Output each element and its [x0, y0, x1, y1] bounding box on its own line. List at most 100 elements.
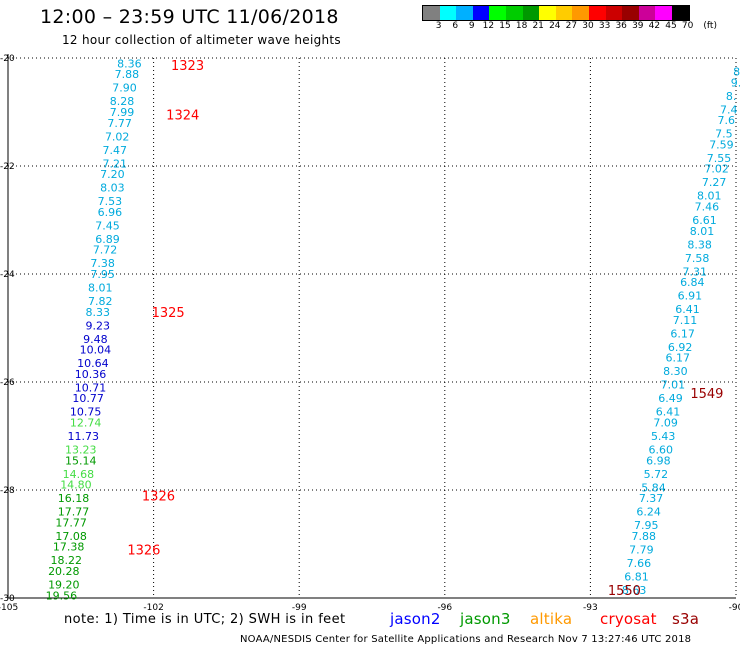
- swh-data-label: 6.17: [666, 352, 691, 365]
- legend-tick-label: 9: [468, 21, 475, 31]
- swh-data-label: 7.02: [704, 163, 729, 176]
- swh-data-label: 13.23: [65, 444, 97, 457]
- satellite-legend-jason3: jason3: [460, 610, 511, 628]
- swh-data-label: 10.77: [72, 392, 104, 405]
- legend-swatch: [522, 6, 540, 20]
- swh-data-label: 8.01: [697, 190, 722, 203]
- swh-data-label: 14.68: [63, 468, 95, 481]
- swh-data-label: 8.: [726, 90, 737, 103]
- satellite-legend-s3a: s3a: [672, 610, 700, 628]
- swh-data-label: 8.01: [88, 282, 113, 295]
- legend-swatch: [539, 6, 556, 20]
- swh-data-label: 8.: [733, 66, 740, 79]
- swh-data-label: 7.27: [702, 176, 727, 189]
- swh-data-label: 16.18: [58, 492, 90, 505]
- legend-tick-label: 45: [665, 21, 677, 31]
- swh-data-label: 6.41: [675, 303, 700, 316]
- legend-tick-label: 3: [435, 21, 442, 31]
- legend-swatch: [605, 6, 623, 20]
- swh-data-label: 7.02: [105, 130, 130, 143]
- page-subtitle: 12 hour collection of altimeter wave hei…: [62, 33, 341, 47]
- swh-data-label: 7.66: [627, 557, 652, 570]
- swh-data-label: 6.41: [656, 406, 681, 419]
- swh-data-label: 9.23: [86, 319, 111, 332]
- swh-data-label: 6.17: [670, 327, 695, 340]
- y-tick-label: -22: [0, 162, 15, 172]
- swh-data-label: 20.28: [48, 565, 80, 578]
- legend-tick-label: 30: [582, 21, 594, 31]
- footer-note: note: 1) Time is in UTC; 2) SWH is in fe…: [64, 612, 346, 627]
- swh-data-label: 7.37: [639, 492, 664, 505]
- swh-data-label: 8.01: [690, 225, 715, 238]
- legend-tick-label: 33: [598, 21, 611, 31]
- legend-swatch: [489, 6, 506, 20]
- swh-data-label: 6.92: [668, 341, 693, 354]
- legend-tick-label: 70: [681, 21, 694, 31]
- swh-data-label: 7.53: [98, 195, 123, 208]
- pass-number-label: 1326: [142, 489, 175, 504]
- satellite-legend-altika: altika: [530, 610, 573, 628]
- swh-data-label: 19.20: [48, 579, 80, 592]
- swh-data-label: 7.88: [115, 68, 140, 81]
- swh-data-label: 6.49: [658, 392, 683, 405]
- swh-data-label: 14.80: [60, 479, 92, 492]
- pass-number-label: 1323: [171, 59, 204, 74]
- legend-tick-label: (ft): [703, 21, 717, 31]
- swh-data-label: 17.08: [55, 530, 87, 543]
- swh-data-label: 7.88: [632, 530, 657, 543]
- x-tick-label: -90: [729, 603, 740, 613]
- swh-data-label: 10.71: [75, 381, 107, 394]
- color-scale-ticks: 3 6 9 12 15 18 21 24 27 30 33 36 39 42 45 70 (ft): [422, 21, 740, 35]
- legend-tick-label: 36: [615, 21, 627, 31]
- page-title: 12:00 – 23:59 UTC 11/06/2018: [40, 6, 339, 28]
- swh-data-label: 7.99: [110, 106, 135, 119]
- y-tick-label: -30: [0, 594, 15, 604]
- swh-data-label: 7.20: [100, 168, 125, 181]
- swh-data-label: 8.38: [687, 238, 712, 251]
- legend-swatch: [572, 6, 589, 20]
- swh-data-label: 6.91: [678, 290, 703, 303]
- legend-tick-label: 39: [632, 21, 644, 31]
- swh-data-label: 7.90: [112, 82, 137, 95]
- swh-data-label: 9.: [731, 76, 740, 89]
- swh-data-label: 7.11: [673, 314, 698, 327]
- swh-data-label: 7.58: [685, 252, 710, 265]
- swh-data-label: 19.56: [46, 589, 78, 602]
- legend-tick-label: 42: [648, 21, 661, 31]
- satellite-legend-cryosat: cryosat: [600, 610, 657, 628]
- swh-data-label: 6.98: [646, 454, 671, 467]
- pass-number-label: 1550: [608, 584, 641, 599]
- swh-data-label: 8.63: [622, 584, 647, 597]
- swh-data-label: 11.73: [67, 430, 99, 443]
- swh-data-label: 6.61: [692, 214, 717, 227]
- swh-data-label: 6.84: [680, 276, 705, 289]
- x-tick-label: -99: [292, 603, 307, 613]
- swh-data-label: 8.28: [110, 95, 135, 108]
- legend-swatch: [505, 6, 523, 20]
- legend-tick-label: 27: [565, 21, 578, 31]
- swh-data-label: 7.6: [718, 114, 736, 127]
- legend-swatch: [588, 6, 606, 20]
- swh-data-label: 7.82: [88, 295, 113, 308]
- swh-data-label: 10.64: [77, 357, 109, 370]
- swh-data-label: 7.95: [90, 268, 115, 281]
- swh-data-label: 7.45: [95, 219, 120, 232]
- legend-swatch: [472, 6, 490, 20]
- legend-tick-label: 21: [532, 21, 544, 31]
- swh-data-label: 6.96: [98, 206, 123, 219]
- legend-swatch: [439, 6, 457, 20]
- swh-data-label: 7.47: [103, 144, 128, 157]
- swh-data-label: 7.38: [90, 257, 115, 270]
- swh-data-label: 8.03: [100, 182, 125, 195]
- swh-data-label: 17.77: [55, 516, 87, 529]
- legend-tick-label: 6: [452, 21, 459, 31]
- x-tick-label: -96: [437, 603, 452, 613]
- pass-number-label: 1324: [166, 109, 199, 124]
- swh-data-label: 5.43: [651, 430, 676, 443]
- x-tick-label: -102: [143, 603, 163, 613]
- swh-data-label: 6.60: [649, 444, 674, 457]
- swh-data-label: 7.4: [720, 103, 738, 116]
- swh-data-label: 17.77: [58, 506, 90, 519]
- pass-number-label: 1549: [690, 387, 723, 402]
